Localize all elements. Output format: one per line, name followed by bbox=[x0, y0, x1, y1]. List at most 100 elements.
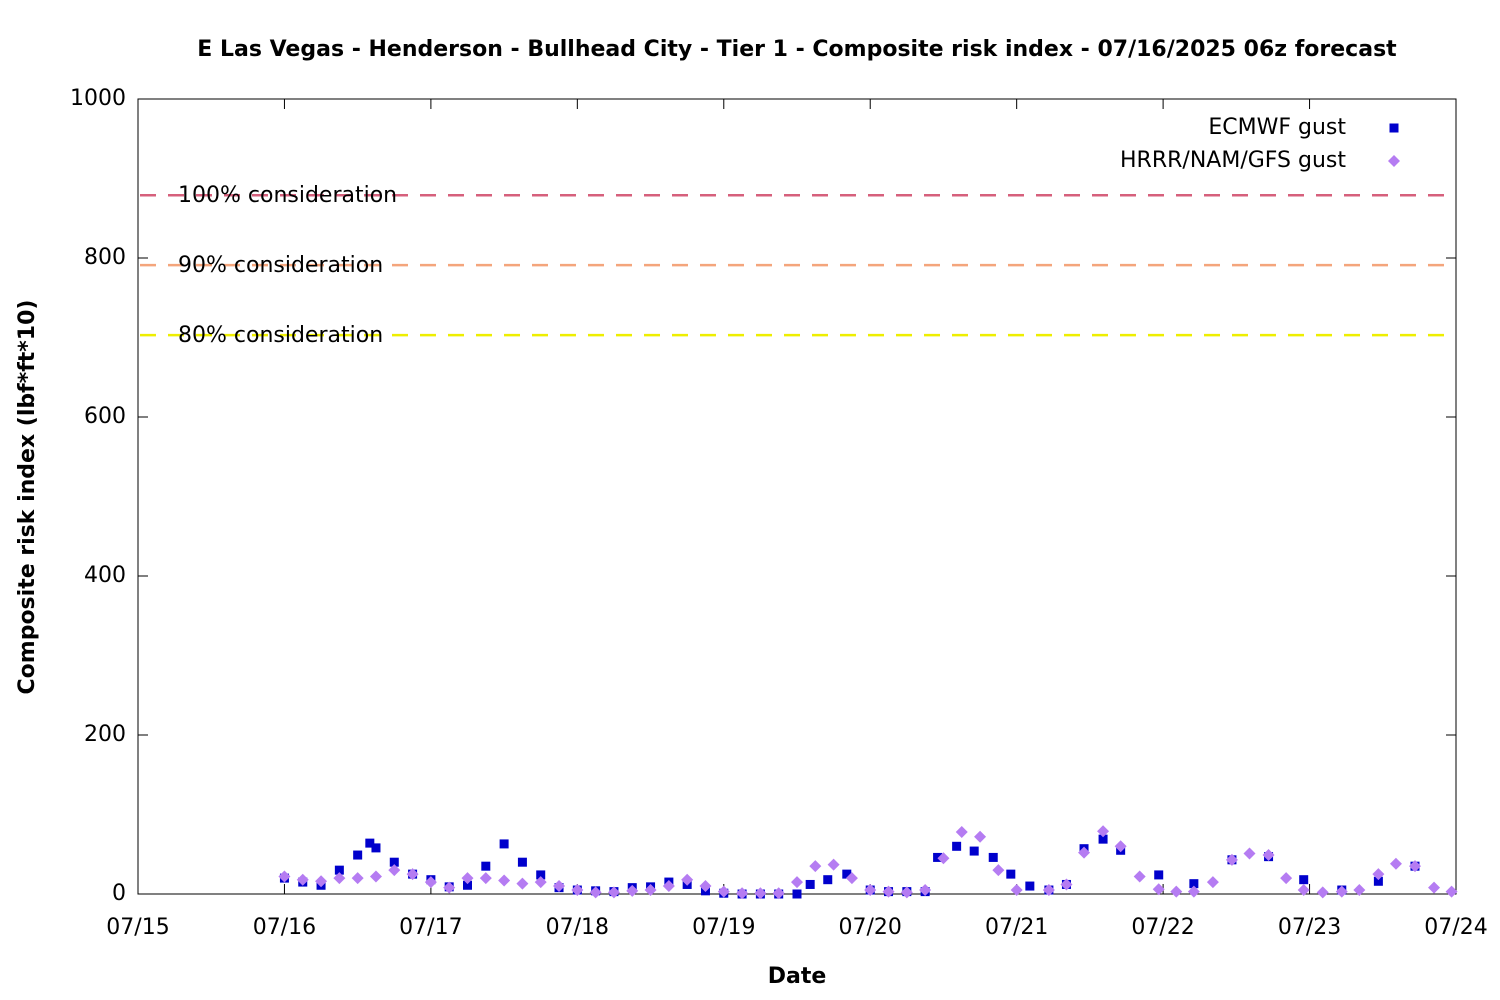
point bbox=[937, 852, 950, 865]
point bbox=[1152, 883, 1165, 896]
point bbox=[1133, 870, 1146, 883]
point bbox=[644, 884, 657, 897]
point bbox=[536, 870, 546, 880]
point bbox=[1335, 885, 1348, 898]
point bbox=[1170, 885, 1183, 898]
point bbox=[479, 872, 492, 885]
point bbox=[681, 873, 694, 886]
point bbox=[365, 838, 375, 848]
point bbox=[900, 886, 913, 899]
point bbox=[1206, 876, 1219, 889]
point bbox=[662, 880, 675, 893]
point bbox=[334, 865, 344, 875]
y-axis-label: Composite risk index (lbf*ft*10) bbox=[15, 300, 40, 695]
point bbox=[1097, 825, 1110, 838]
point bbox=[791, 876, 803, 889]
point bbox=[517, 857, 527, 867]
point bbox=[919, 884, 932, 897]
x-tick-label: 07/22 bbox=[1131, 915, 1194, 940]
point bbox=[792, 889, 802, 899]
point bbox=[1060, 878, 1073, 891]
x-tick-label: 07/19 bbox=[692, 915, 755, 940]
point bbox=[805, 879, 815, 889]
point bbox=[371, 843, 381, 853]
y-tick-label: 200 bbox=[84, 722, 126, 747]
point bbox=[952, 841, 962, 851]
point bbox=[827, 858, 840, 871]
point bbox=[1428, 881, 1441, 894]
legend-marker bbox=[1389, 123, 1399, 133]
point bbox=[607, 886, 620, 899]
point bbox=[353, 850, 363, 860]
y-tick-label: 400 bbox=[84, 563, 126, 588]
point bbox=[1445, 885, 1458, 898]
point bbox=[534, 876, 547, 889]
plot-frame bbox=[137, 98, 1457, 895]
point bbox=[443, 881, 456, 894]
point bbox=[498, 874, 511, 887]
point bbox=[424, 876, 437, 889]
point bbox=[1316, 886, 1329, 899]
point bbox=[1078, 846, 1091, 859]
point bbox=[882, 885, 895, 898]
point bbox=[369, 870, 382, 883]
x-tick-label: 07/21 bbox=[985, 915, 1048, 940]
point bbox=[1042, 884, 1055, 897]
threshold-label: 100% consideration bbox=[178, 183, 397, 208]
point bbox=[389, 857, 399, 867]
point bbox=[461, 872, 474, 885]
point bbox=[992, 864, 1005, 877]
x-tick-label: 07/18 bbox=[546, 915, 609, 940]
point bbox=[516, 877, 529, 890]
point bbox=[717, 885, 730, 898]
point bbox=[278, 870, 291, 883]
point bbox=[481, 861, 491, 871]
point bbox=[955, 825, 968, 838]
legend-label: ECMWF gust bbox=[1208, 115, 1346, 140]
point bbox=[1098, 834, 1108, 844]
y-tick-label: 0 bbox=[112, 881, 126, 906]
point bbox=[1006, 869, 1016, 879]
point bbox=[1389, 857, 1402, 870]
point bbox=[1187, 885, 1200, 898]
point bbox=[1225, 853, 1238, 866]
point bbox=[1353, 884, 1366, 897]
point bbox=[1408, 860, 1421, 873]
point bbox=[499, 839, 509, 849]
point bbox=[864, 884, 877, 897]
y-tick-label: 800 bbox=[84, 245, 126, 270]
point bbox=[845, 872, 858, 885]
point bbox=[1025, 881, 1035, 891]
point bbox=[969, 846, 979, 856]
point bbox=[315, 875, 328, 888]
point bbox=[351, 872, 364, 885]
x-tick-label: 07/17 bbox=[399, 915, 462, 940]
point bbox=[772, 887, 785, 900]
point bbox=[974, 830, 987, 843]
point bbox=[1243, 847, 1256, 860]
point bbox=[296, 873, 309, 886]
legend-label: HRRR/NAM/GFS gust bbox=[1120, 148, 1346, 173]
point bbox=[1280, 872, 1293, 885]
point bbox=[406, 868, 419, 881]
point bbox=[626, 884, 639, 897]
x-tick-label: 07/16 bbox=[253, 915, 316, 940]
y-tick-label: 600 bbox=[84, 404, 126, 429]
x-tick-label: 07/20 bbox=[839, 915, 902, 940]
point bbox=[1010, 884, 1023, 897]
point bbox=[589, 886, 602, 899]
point bbox=[1373, 876, 1383, 886]
point bbox=[333, 872, 346, 885]
point bbox=[736, 887, 749, 900]
point bbox=[933, 852, 943, 862]
threshold-label: 80% consideration bbox=[178, 323, 383, 348]
point bbox=[1262, 849, 1275, 862]
point bbox=[388, 864, 401, 877]
chart-title: E Las Vegas - Henderson - Bullhead City … bbox=[197, 37, 1397, 62]
point bbox=[1114, 840, 1127, 853]
point bbox=[1154, 870, 1164, 880]
point bbox=[1189, 879, 1199, 889]
point bbox=[699, 880, 712, 893]
x-tick-label: 07/15 bbox=[106, 915, 169, 940]
